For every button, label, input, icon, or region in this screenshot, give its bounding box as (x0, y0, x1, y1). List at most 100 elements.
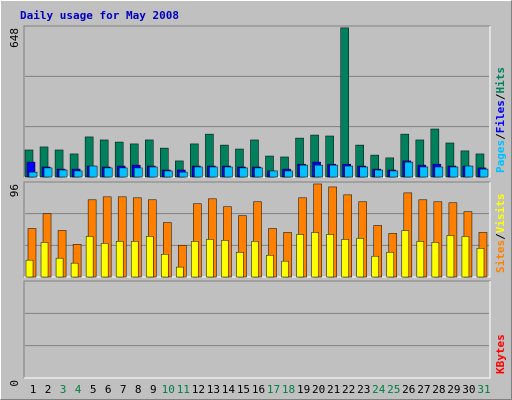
bar (461, 236, 470, 278)
bar (404, 161, 414, 178)
bar (296, 234, 304, 278)
bar (359, 166, 368, 178)
x-tick-label: 4 (75, 383, 82, 396)
legend-entry: Sites (494, 240, 507, 273)
bar (416, 241, 425, 278)
bar (118, 167, 128, 178)
x-tick-label: 16 (252, 383, 265, 396)
x-tick-label: 17 (267, 383, 280, 396)
x-tick-label: 11 (177, 383, 190, 396)
bar (194, 166, 203, 178)
legend-separator: / (494, 93, 507, 100)
bar (434, 166, 444, 178)
legend-entry: KBytes (494, 334, 507, 374)
bar (25, 259, 34, 278)
bar (284, 170, 293, 178)
bar (176, 266, 184, 278)
x-tick-label: 23 (357, 383, 370, 396)
bar (389, 170, 399, 178)
bar (431, 242, 440, 278)
bar (374, 169, 383, 178)
x-tick-label: 27 (417, 383, 430, 396)
bar (254, 167, 263, 178)
plot-area (23, 280, 491, 379)
x-tick-label: 30 (462, 383, 475, 396)
bar (269, 170, 278, 178)
x-tick-label: 12 (192, 383, 205, 396)
x-tick-label: 15 (237, 383, 250, 396)
bar (266, 254, 274, 278)
bar (55, 257, 64, 278)
bar (100, 243, 109, 278)
bar (356, 238, 364, 278)
bar (449, 166, 459, 178)
legend: Sites/Visits (494, 194, 507, 274)
bar (341, 239, 349, 278)
bar (446, 235, 455, 278)
x-tick-label: 29 (447, 383, 460, 396)
x-tick-label: 2 (45, 383, 52, 396)
bar (314, 164, 323, 178)
x-tick-label: 25 (387, 383, 400, 396)
x-tick-label: 13 (207, 383, 220, 396)
bar (161, 253, 169, 278)
x-tick-label: 3 (60, 383, 67, 396)
bar (311, 232, 319, 278)
bar (419, 166, 429, 178)
bar (224, 166, 233, 178)
x-tick-label: 5 (90, 383, 97, 396)
bar (70, 262, 79, 278)
x-tick-label: 20 (312, 383, 325, 396)
y-tick-label: 648 (8, 28, 21, 48)
bar (251, 241, 259, 278)
x-tick-label: 1 (30, 383, 37, 396)
legend: KBytes (494, 334, 507, 374)
x-tick-label: 8 (135, 383, 142, 396)
x-tick-label: 21 (327, 383, 340, 396)
bar (236, 252, 244, 278)
x-tick-label: 6 (105, 383, 112, 396)
bar (40, 242, 49, 278)
bar (326, 234, 334, 278)
legend: Pages/Files/Hits (494, 67, 507, 173)
bar (149, 166, 158, 178)
bar (371, 255, 379, 278)
bar (386, 252, 395, 278)
bar (191, 241, 199, 278)
bar (464, 165, 474, 178)
legend-entry: Hits (494, 67, 507, 94)
x-tick-label: 9 (150, 383, 157, 396)
x-tick-label: 19 (297, 383, 310, 396)
plot-edge (24, 281, 491, 379)
bar (146, 236, 154, 278)
bar (179, 171, 188, 178)
y-tick-label: 96 (8, 184, 21, 197)
bar (281, 260, 289, 278)
bar (73, 170, 83, 178)
bar (479, 168, 489, 178)
bar (221, 240, 229, 278)
bar (164, 170, 173, 178)
x-tick-label: 26 (402, 383, 415, 396)
bar (299, 164, 308, 178)
legend-separator: / (494, 133, 507, 140)
x-tick-label: 18 (282, 383, 295, 396)
bar (28, 171, 38, 178)
x-tick-label: 24 (372, 383, 386, 396)
bar (206, 239, 214, 278)
bar (476, 248, 485, 278)
legend-entry: Pages (494, 140, 507, 173)
bar (344, 165, 353, 178)
chart-title: Daily usage for May 2008 (20, 9, 179, 22)
x-tick-label: 10 (162, 383, 175, 396)
bar (103, 167, 113, 178)
bar (130, 241, 139, 278)
x-tick-label: 22 (342, 383, 355, 396)
bar (329, 164, 338, 178)
bar (401, 230, 410, 278)
bar (85, 236, 94, 278)
bar (43, 167, 53, 178)
bar (209, 166, 218, 178)
